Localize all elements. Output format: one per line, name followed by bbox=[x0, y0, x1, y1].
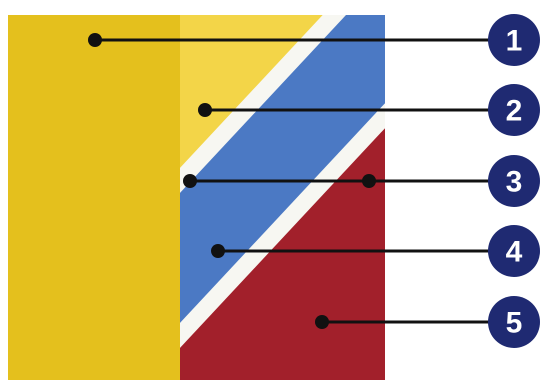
callout-number-2: 2 bbox=[506, 95, 523, 128]
yellow-dark-panel bbox=[8, 15, 180, 380]
leader-dot-5 bbox=[315, 315, 329, 329]
yellow-light-panel bbox=[180, 15, 323, 168]
callout-badges: 1 2 3 4 5 bbox=[488, 14, 540, 348]
leader-dots bbox=[88, 33, 376, 329]
leader-dot-3a bbox=[183, 174, 197, 188]
callout-badge-4: 4 bbox=[488, 225, 540, 277]
leader-lines bbox=[95, 38, 510, 324]
callout-badge-2: 2 bbox=[488, 84, 540, 136]
leader-dot-1 bbox=[88, 33, 102, 47]
callout-number-4: 4 bbox=[506, 236, 523, 269]
callout-number-3: 3 bbox=[506, 166, 523, 199]
leader-dot-4 bbox=[211, 244, 225, 258]
callout-badge-5: 5 bbox=[488, 296, 540, 348]
leader-dot-2 bbox=[198, 103, 212, 117]
leader-dot-3b bbox=[362, 174, 376, 188]
callout-number-1: 1 bbox=[506, 25, 523, 58]
callout-badge-3: 3 bbox=[488, 155, 540, 207]
callout-number-5: 5 bbox=[506, 307, 523, 340]
callout-badge-1: 1 bbox=[488, 14, 540, 66]
